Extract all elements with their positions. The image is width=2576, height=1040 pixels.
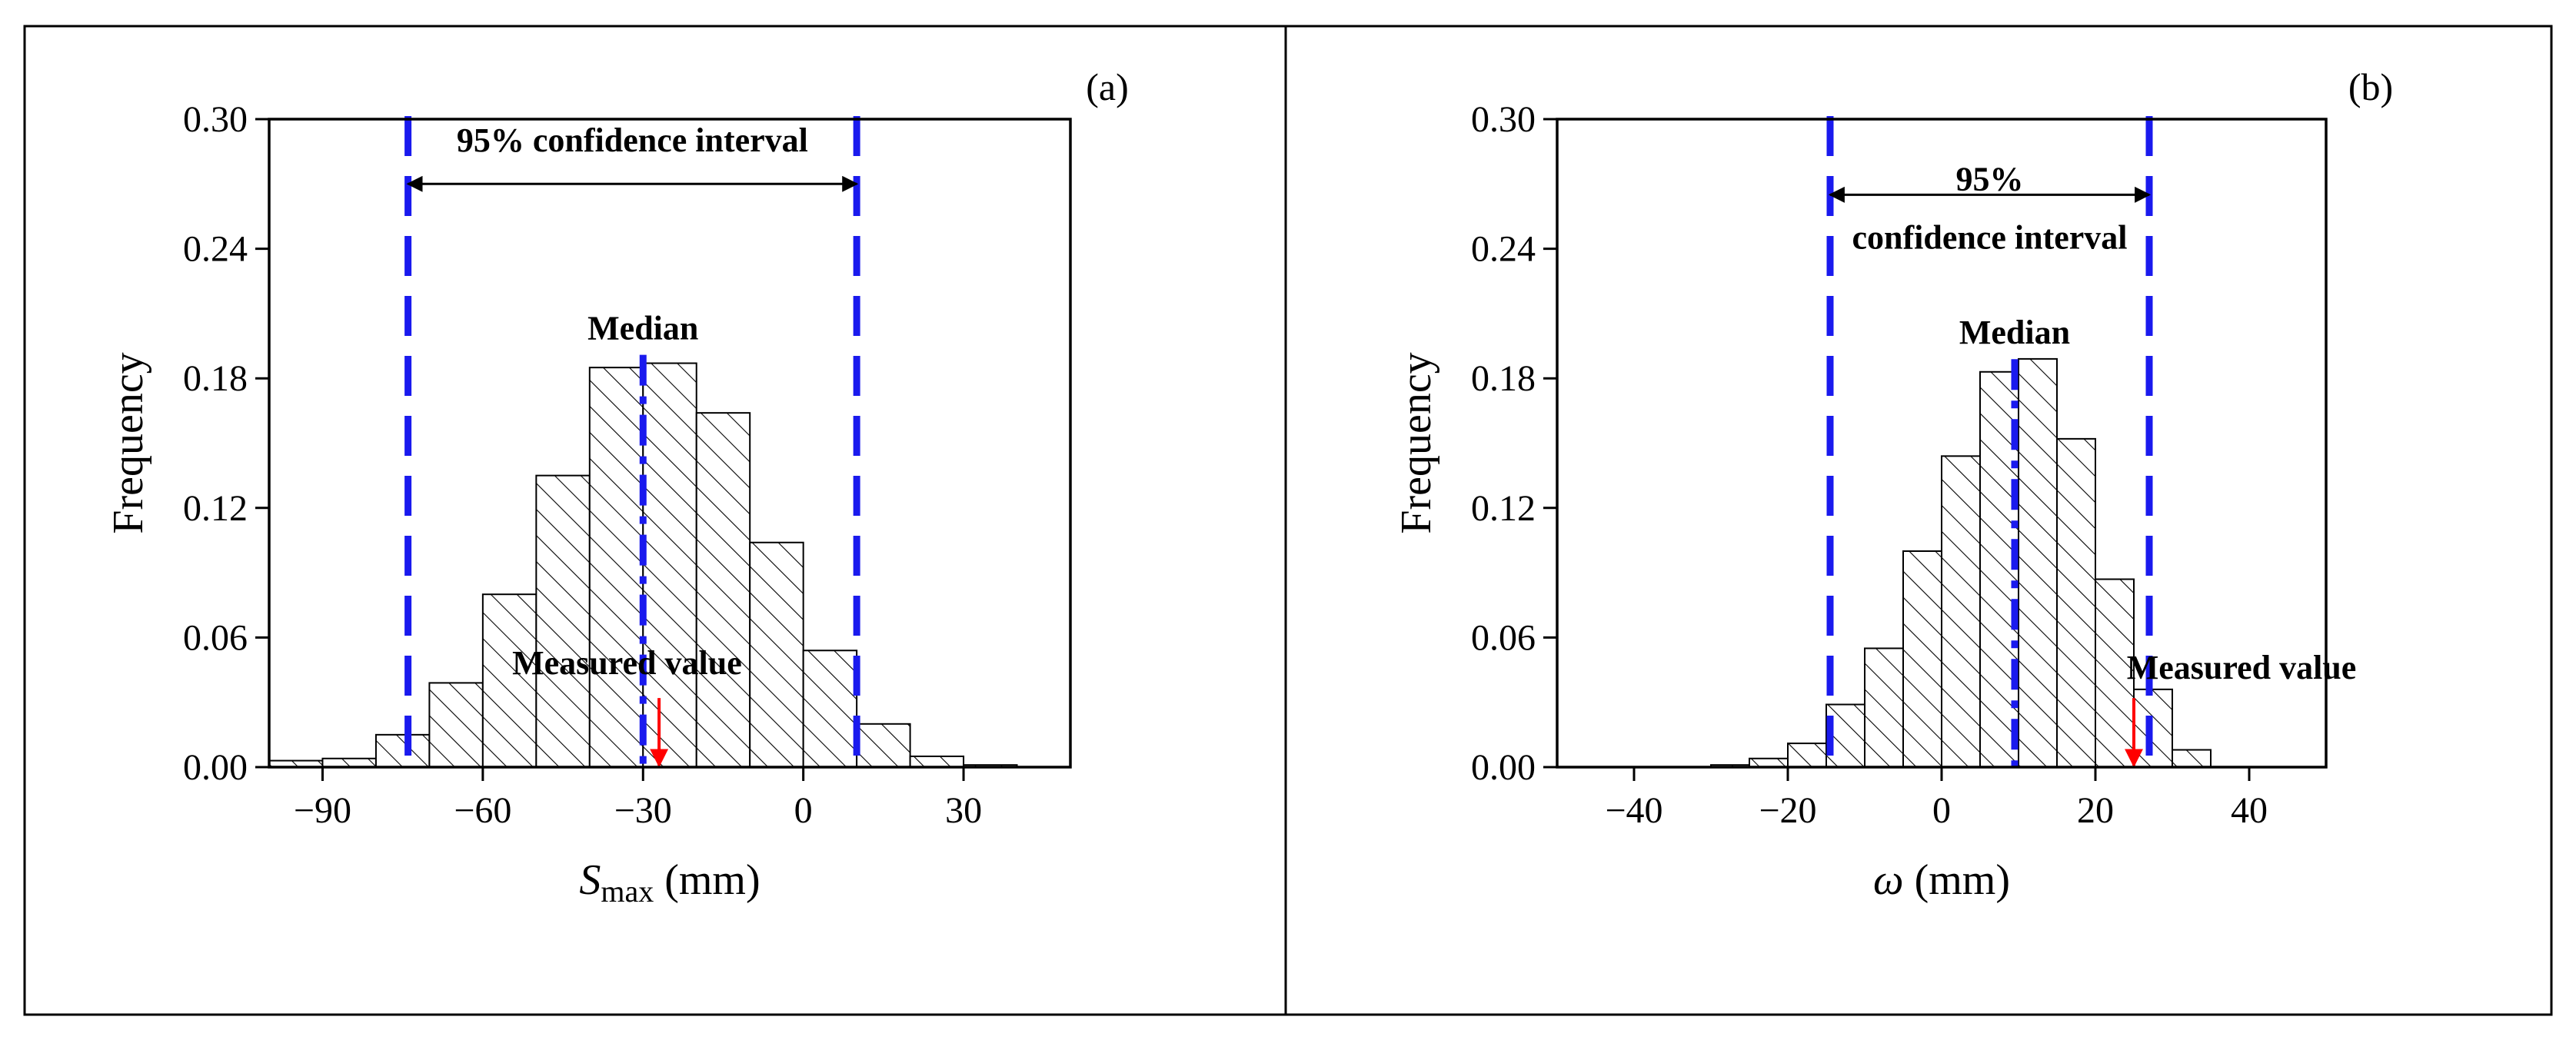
measured-value-label: Measured value	[512, 644, 742, 682]
x-tick-label: −40	[1605, 790, 1662, 831]
measured-value-label: Measured value	[2127, 649, 2357, 686]
y-tick-label: 0.24	[1471, 229, 1536, 270]
x-tick-label: 0	[1932, 790, 1951, 831]
histogram-bar	[481, 593, 537, 769]
ci-label: 95% confidence interval	[457, 121, 808, 159]
histogram-bar	[2095, 578, 2135, 769]
y-tick-label: 0.00	[1471, 747, 1536, 788]
ci-label: confidence interval	[1852, 219, 2127, 257]
y-tick-label: 0.06	[183, 617, 248, 658]
histogram-bar	[2056, 437, 2096, 768]
median-label: Median	[587, 310, 698, 347]
histogram-bar	[2133, 688, 2173, 769]
x-axis-title: Smax (mm)	[579, 856, 760, 909]
panel-label: (b)	[2348, 65, 2393, 108]
outer-frame	[23, 25, 2553, 1016]
y-tick-label: 0.30	[183, 99, 248, 140]
histogram-bar	[428, 682, 484, 768]
histogram-bar	[535, 474, 591, 769]
histogram-bar	[695, 412, 751, 768]
x-axis-unit: (mm)	[654, 856, 760, 904]
x-tick-label: 20	[2077, 790, 2114, 831]
histogram-bar	[374, 733, 431, 768]
x-tick-label: −90	[294, 790, 351, 831]
y-tick-label: 0.18	[183, 358, 248, 399]
histogram-bar	[2018, 357, 2058, 769]
histogram-bar	[1864, 647, 1904, 769]
histogram-bar	[1902, 550, 1942, 768]
x-axis-unit: (mm)	[1904, 856, 2010, 904]
y-axis-title: Frequency	[1393, 352, 1440, 533]
y-tick-label: 0.24	[183, 229, 248, 270]
histogram-bar	[2172, 749, 2212, 769]
x-axis-symbol: S	[579, 856, 601, 904]
histogram-bar	[909, 755, 965, 769]
x-axis-subscript: max	[601, 874, 654, 909]
histogram-bar	[802, 650, 858, 769]
x-tick-label: 30	[945, 790, 982, 831]
median-label: Median	[1959, 314, 2070, 351]
ci-label: 95%	[1956, 161, 2024, 198]
x-axis-title: ω (mm)	[1873, 856, 2010, 904]
y-axis-title: Frequency	[105, 352, 152, 533]
x-tick-label: −30	[614, 790, 672, 831]
histogram-bar	[749, 541, 804, 768]
histogram-bar	[588, 367, 644, 768]
panel-label: (a)	[1086, 65, 1129, 108]
x-tick-label: −20	[1759, 790, 1816, 831]
histogram-bar	[642, 362, 697, 768]
panel-b: 95% confidence interval Median Measured val…	[1393, 65, 2393, 904]
y-tick-label: 0.18	[1471, 358, 1536, 399]
x-tick-label: 0	[794, 790, 813, 831]
histogram-bar	[856, 723, 911, 768]
histogram-bar	[1941, 455, 1981, 768]
y-tick-label: 0.00	[183, 747, 248, 788]
x-tick-label: 40	[2231, 790, 2268, 831]
y-tick-label: 0.06	[1471, 617, 1536, 658]
y-tick-label: 0.12	[183, 488, 248, 529]
plot-frame	[268, 118, 1072, 769]
y-tick-label: 0.12	[1471, 488, 1536, 529]
x-tick-label: −60	[454, 790, 511, 831]
histogram-bar	[1787, 743, 1827, 769]
y-tick-label: 0.30	[1471, 99, 1536, 140]
panel-a: 95% confidence interval Median Measured va…	[105, 65, 1129, 909]
x-axis-symbol: ω	[1873, 856, 1904, 904]
